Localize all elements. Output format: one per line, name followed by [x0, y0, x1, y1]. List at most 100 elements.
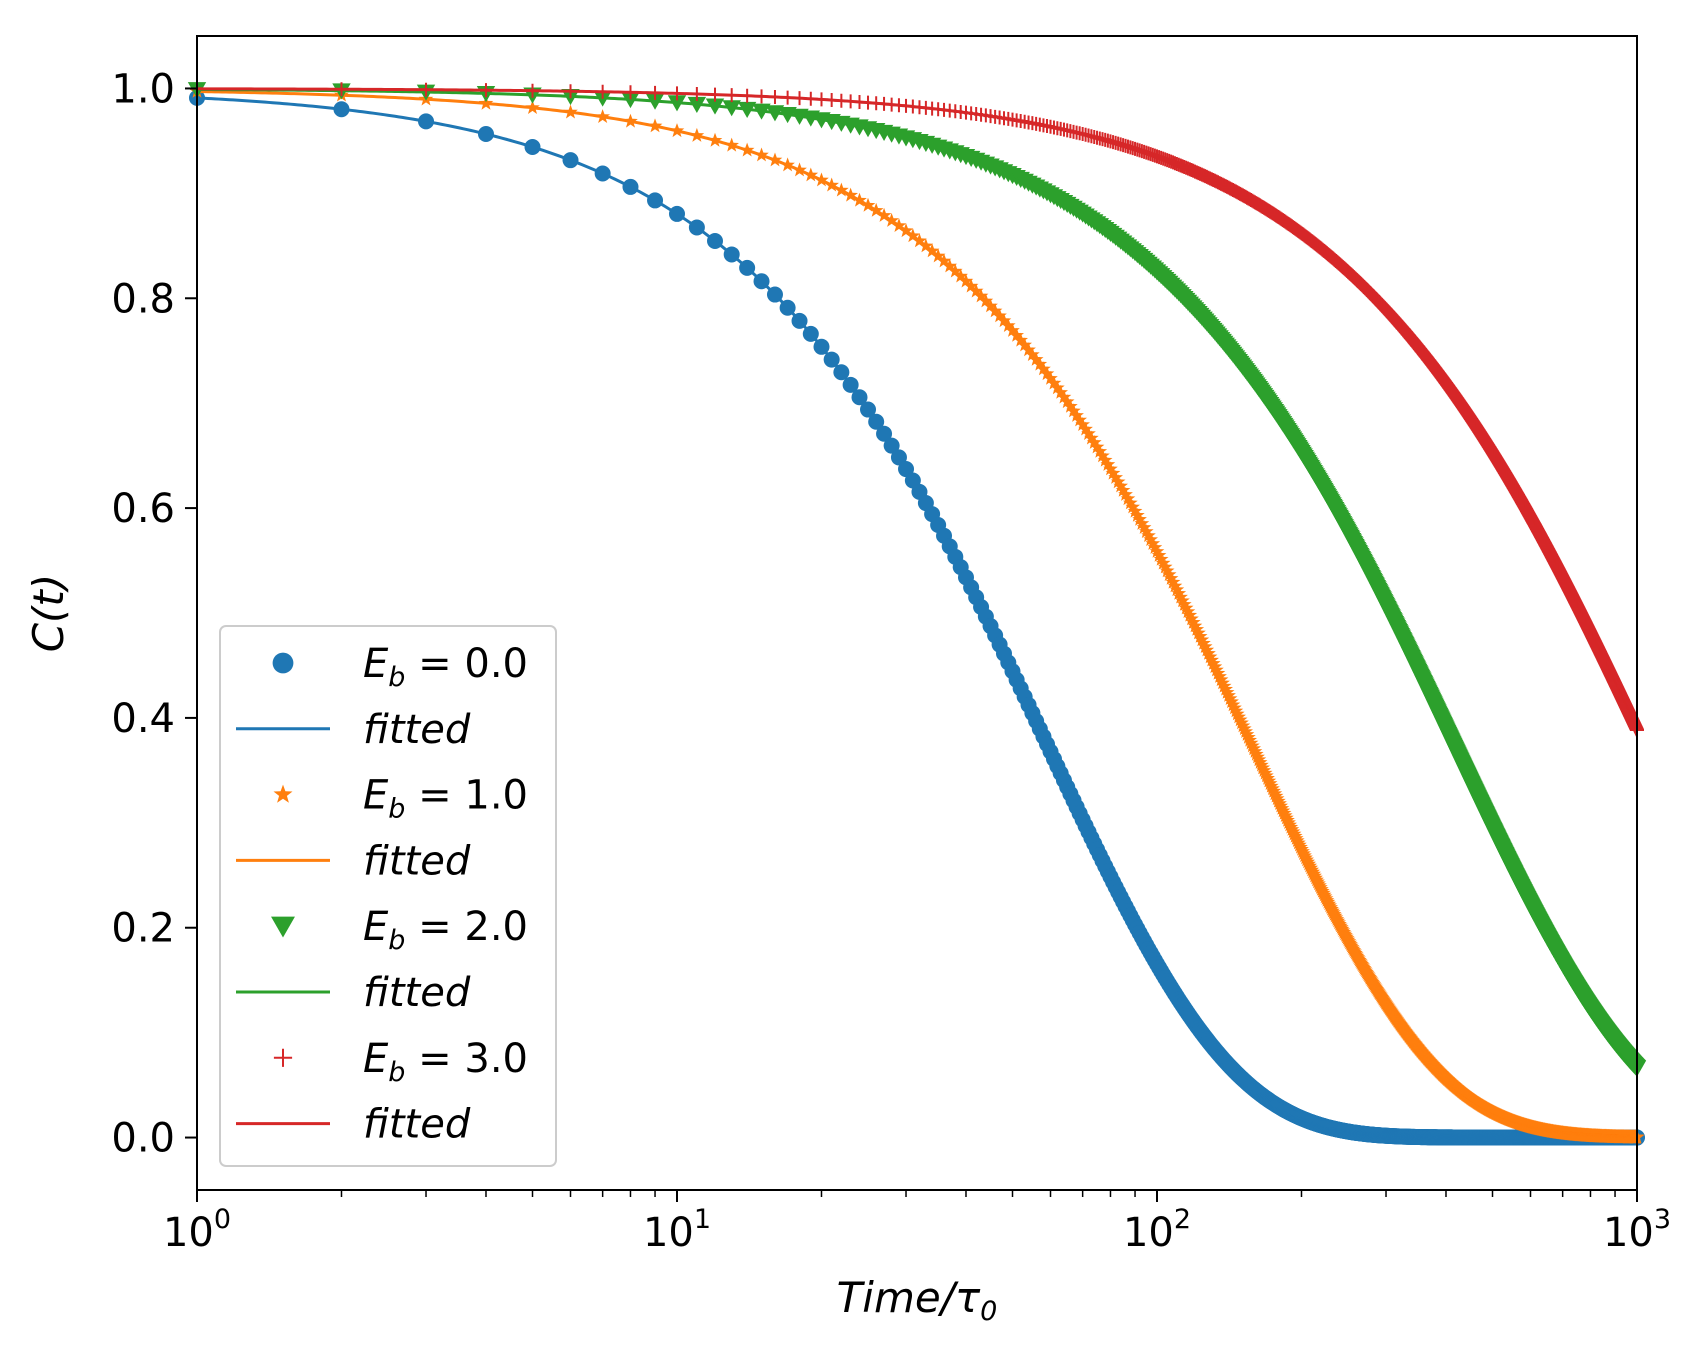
data-point-1-47 — [992, 308, 1007, 323]
data-point-1-19 — [803, 167, 819, 182]
data-point-1-147 — [1230, 706, 1245, 721]
data-point-1-110 — [1169, 582, 1185, 597]
data-point-1-61 — [1046, 375, 1062, 390]
x-tick-label: 102 — [1123, 1204, 1191, 1256]
data-point-1-76 — [1092, 443, 1108, 458]
data-point-1-106 — [1161, 567, 1177, 581]
data-point-0-10 — [669, 205, 685, 222]
data-point-0-11 — [688, 219, 705, 236]
data-point-2-9 — [645, 93, 665, 110]
data-point-1-87 — [1120, 491, 1136, 506]
data-point-1-78 — [1097, 452, 1113, 467]
data-point-1-96 — [1141, 528, 1156, 542]
data-point-1-140 — [1219, 684, 1235, 699]
data-point-2-12 — [705, 98, 725, 115]
data-point-1-113 — [1175, 593, 1190, 608]
legend-fit-label-2: fitted — [363, 970, 471, 1016]
data-point-1-69 — [1072, 412, 1087, 427]
data-point-1-36 — [936, 253, 952, 268]
data-point-0-20 — [813, 338, 830, 355]
y-tick-label: 0.6 — [111, 486, 175, 532]
legend-fit-label-0: fitted — [363, 707, 471, 753]
data-point-1-123 — [1192, 628, 1208, 643]
data-point-1-108 — [1165, 574, 1181, 589]
data-point-1-48 — [996, 313, 1012, 328]
data-point-3-4 — [478, 83, 493, 98]
data-point-1-92 — [1132, 511, 1147, 526]
data-point-1-64 — [1056, 389, 1072, 404]
data-point-1-132 — [1207, 659, 1223, 674]
data-point-1-79 — [1100, 457, 1116, 471]
data-point-1-145 — [1227, 700, 1242, 715]
data-point-1-71 — [1078, 421, 1093, 436]
data-point-3-6 — [563, 84, 578, 99]
data-point-1-136 — [1213, 672, 1229, 687]
data-point-1-56 — [1028, 351, 1044, 366]
data-point-3-10 — [670, 86, 684, 101]
data-point-1-89 — [1125, 499, 1140, 514]
data-point-0-26 — [868, 413, 885, 430]
x-tick-exponent: 2 — [1174, 1204, 1191, 1235]
data-point-1-131 — [1206, 655, 1221, 670]
data-point-1-137 — [1215, 675, 1230, 690]
data-point-1-28 — [884, 213, 899, 227]
data-point-1-54 — [1021, 342, 1036, 357]
data-point-1-68 — [1069, 408, 1084, 422]
data-point-1-45 — [983, 298, 998, 313]
data-point-3-13 — [724, 88, 739, 103]
data-point-1-46 — [987, 303, 1003, 318]
data-point-1-127 — [1199, 642, 1215, 657]
data-point-1-8 — [623, 113, 638, 128]
data-point-1-114 — [1177, 596, 1192, 611]
data-point-3-12 — [708, 87, 723, 102]
data-point-1-26 — [868, 202, 884, 217]
data-point-1-139 — [1218, 681, 1233, 696]
data-point-1-86 — [1118, 487, 1133, 501]
data-point-0-21 — [823, 351, 840, 368]
data-point-1-35 — [930, 248, 946, 263]
data-point-1-81 — [1105, 465, 1121, 480]
data-point-0-19 — [802, 325, 819, 342]
data-point-2-11 — [687, 96, 707, 113]
series-2 — [187, 82, 1647, 1077]
data-point-1-12 — [707, 132, 723, 147]
data-point-1-60 — [1043, 370, 1058, 385]
data-point-0-9 — [647, 192, 664, 209]
data-point-1-77 — [1095, 448, 1110, 463]
data-point-2-15 — [752, 103, 771, 120]
data-point-1-51 — [1009, 327, 1024, 342]
data-point-0-29 — [890, 449, 907, 466]
data-point-1-129 — [1202, 649, 1218, 664]
x-axis-label-main: Time/τ — [837, 1273, 981, 1322]
data-point-1-37 — [942, 258, 958, 273]
data-point-1-52 — [1013, 332, 1028, 347]
data-point-2-8 — [621, 92, 640, 109]
data-point-1-10 — [669, 123, 685, 138]
data-point-1-117 — [1182, 607, 1198, 622]
data-point-1-107 — [1163, 570, 1179, 585]
data-point-1-115 — [1178, 600, 1194, 615]
data-point-1-25 — [860, 197, 876, 212]
data-point-1-40 — [958, 273, 974, 288]
x-tick-exponent: 1 — [694, 1204, 711, 1235]
data-point-1-49 — [1001, 318, 1016, 332]
data-point-1-63 — [1053, 384, 1068, 399]
data-point-1-18 — [792, 162, 807, 177]
plot-frame — [196, 35, 1638, 1191]
data-point-1-94 — [1136, 520, 1152, 534]
data-point-0-28 — [883, 437, 900, 454]
data-point-1-100 — [1149, 543, 1165, 558]
series-3 — [190, 81, 1644, 737]
data-point-1-142 — [1222, 691, 1238, 705]
y-tick-label: 0.8 — [111, 276, 175, 322]
data-point-0-16 — [766, 286, 783, 303]
data-point-1-119 — [1185, 614, 1201, 629]
legend-marker-0 — [272, 652, 294, 674]
data-point-1-42 — [968, 283, 984, 298]
data-point-2-14 — [737, 101, 757, 118]
data-point-1-121 — [1189, 621, 1205, 636]
data-point-1-50 — [1005, 322, 1020, 337]
data-point-1-80 — [1103, 461, 1118, 476]
legend: Eb = 0.0 fitted Eb = 1.0 fitted Eb = 2.0 fitt… — [219, 625, 557, 1167]
